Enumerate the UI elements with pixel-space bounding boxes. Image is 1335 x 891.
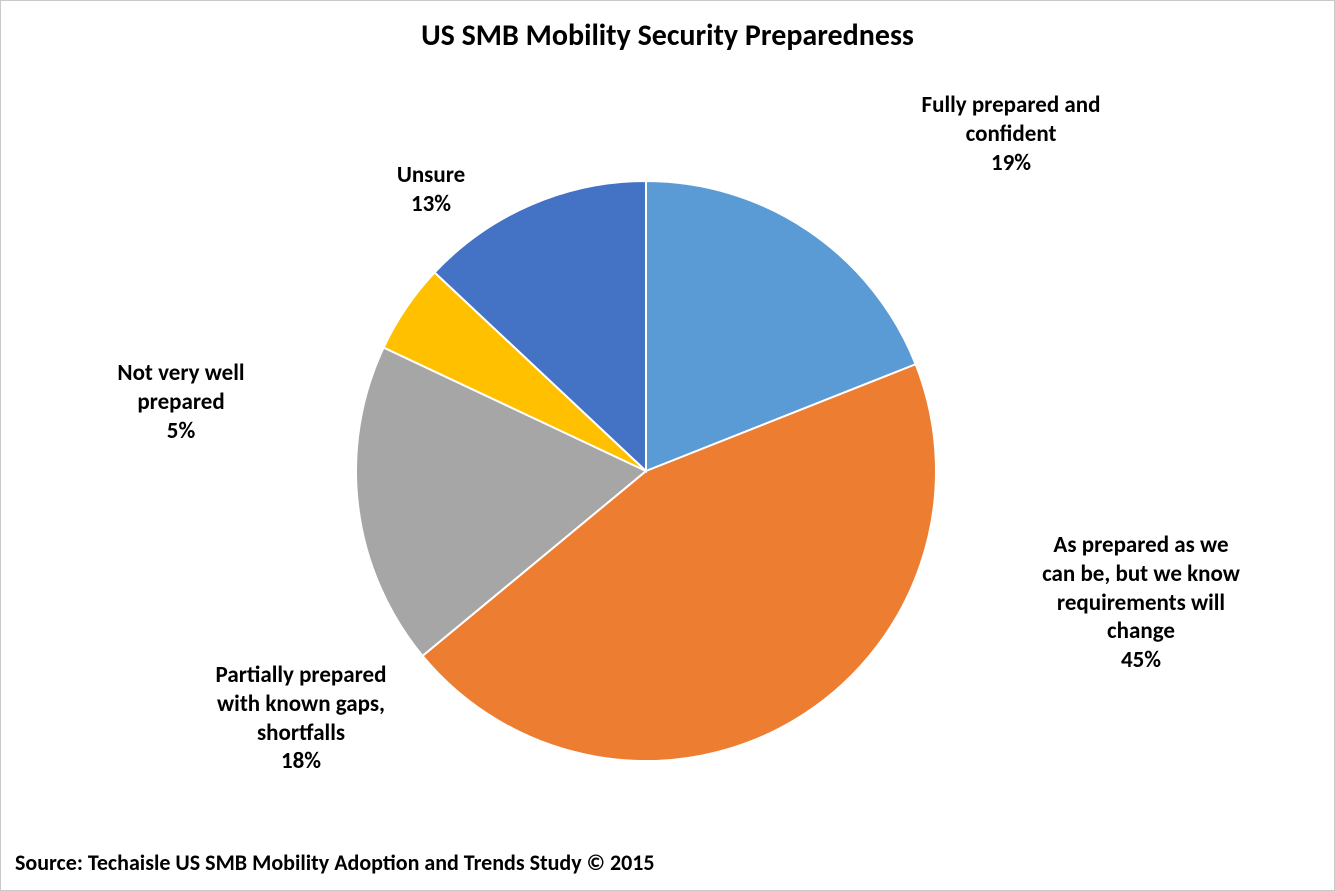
source-line: Source: Techaisle US SMB Mobility Adopti… [15,849,655,876]
slice-label: Partially preparedwith known gaps,shortf… [161,661,441,776]
chart-container: US SMB Mobility Security Preparedness Fu… [0,0,1335,891]
slice-label: Not very wellprepared5% [71,359,291,445]
slice-label: Unsure13% [351,161,511,219]
slice-label: Fully prepared andconfident19% [881,91,1141,177]
slice-label: As prepared as wecan be, but we knowrequ… [991,531,1291,675]
